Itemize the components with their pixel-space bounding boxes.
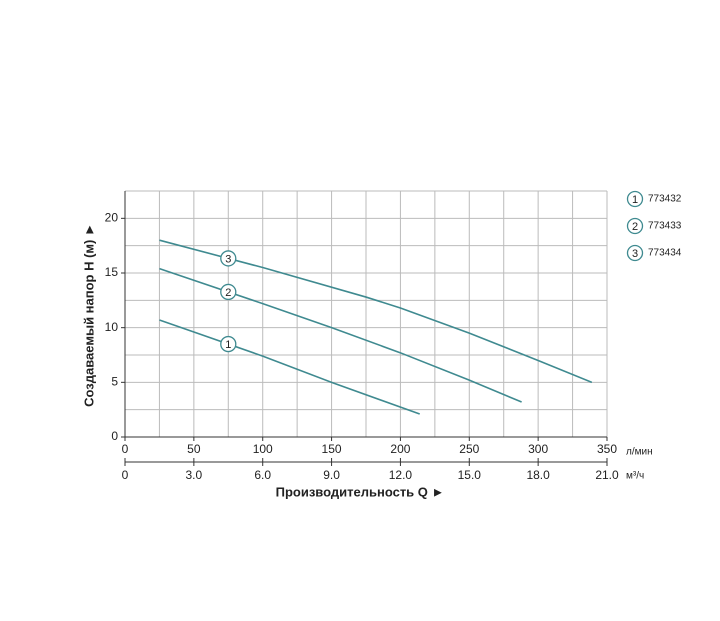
y-tick-label: 0 [111, 429, 118, 443]
x2-tick-label: 15.0 [458, 468, 482, 482]
legend-marker [626, 190, 644, 208]
x2-unit: м³/ч [626, 471, 644, 482]
x-tick-label: 250 [459, 442, 479, 456]
x2-tick-label: 21.0 [595, 468, 619, 482]
curve-marker [220, 283, 237, 301]
y-tick-label: 10 [105, 320, 119, 334]
legend-marker-label: 1 [632, 194, 638, 206]
curve-marker-label: 2 [225, 287, 231, 299]
x2-tick-label: 0 [122, 468, 129, 482]
x-tick-label: 100 [253, 442, 273, 456]
x-tick-label: 300 [528, 442, 548, 456]
legend-marker-label: 2 [632, 221, 638, 233]
legend-label: 773432 [648, 194, 682, 205]
curve-marker [220, 250, 237, 267]
legend-label: 773433 [648, 221, 682, 232]
curve [159, 319, 420, 415]
legend-marker [626, 217, 644, 235]
x2-tick-label: 9.0 [323, 468, 340, 482]
legend-marker [626, 244, 644, 262]
x-tick-label: 150 [322, 442, 342, 456]
x2-tick-label: 6.0 [254, 468, 271, 482]
curve-marker-label: 3 [225, 253, 231, 265]
x-tick-label: 0 [122, 442, 129, 456]
curve [159, 239, 593, 384]
y-tick-label: 5 [111, 375, 118, 389]
x2-tick-label: 12.0 [389, 468, 413, 482]
legend-label: 773434 [648, 248, 682, 259]
curve-marker-label: 1 [225, 339, 231, 351]
y-axis-title: Создаваемый напор H (м) ► [81, 223, 96, 407]
x-tick-label: 50 [187, 442, 201, 456]
curve-marker [220, 335, 237, 353]
x2-tick-label: 18.0 [526, 468, 550, 482]
x-axis-title: Производительность Q ► [276, 484, 445, 499]
x-unit: л/мин [626, 447, 653, 458]
x2-tick-label: 3.0 [186, 468, 203, 482]
y-tick-label: 20 [105, 211, 119, 225]
x-tick-label: 350 [597, 442, 617, 456]
x-tick-label: 200 [390, 442, 410, 456]
curve [159, 267, 522, 403]
y-tick-label: 15 [105, 265, 119, 279]
legend-marker-label: 3 [632, 248, 638, 260]
